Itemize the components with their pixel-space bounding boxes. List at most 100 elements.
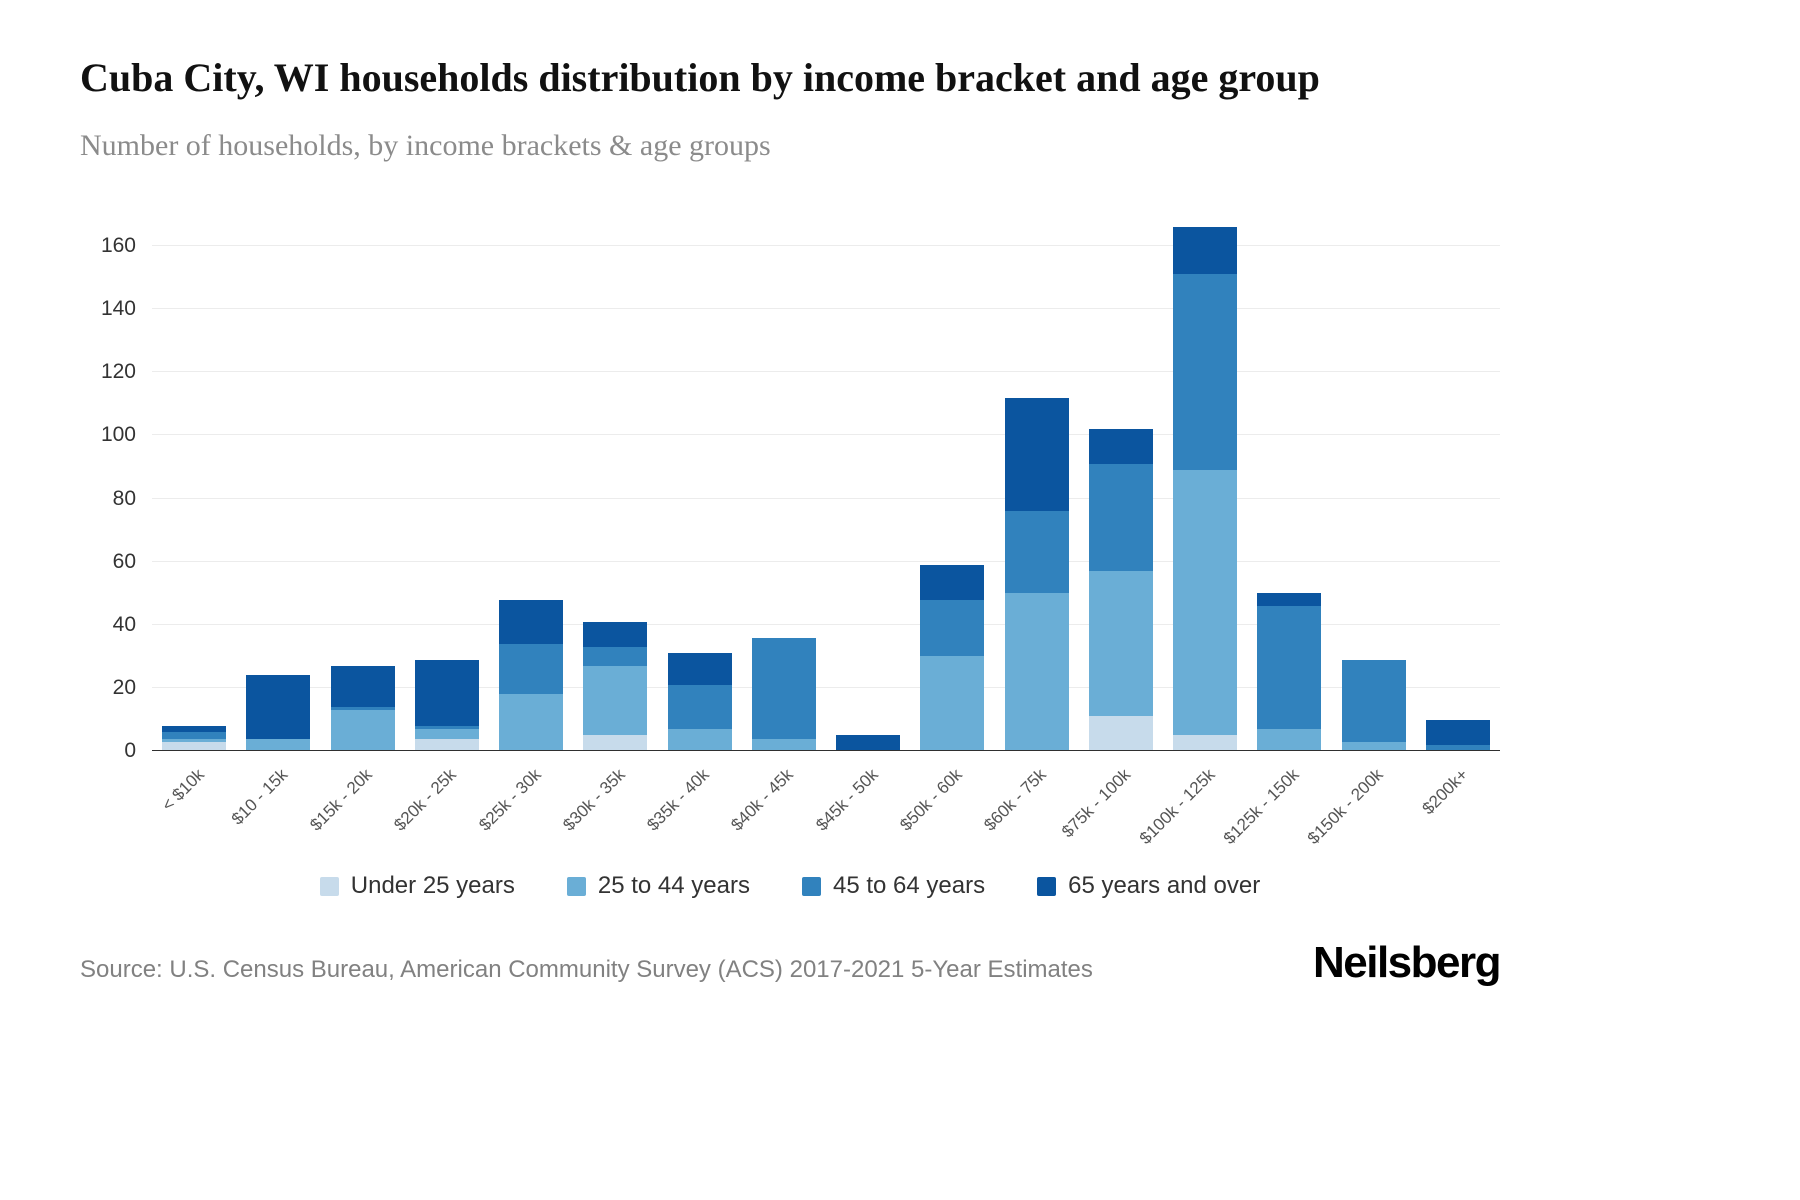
stacked-bar (920, 564, 985, 752)
legend-item[interactable]: 45 to 64 years (801, 872, 986, 900)
neilsberg-logo: Neilsberg (1312, 938, 1502, 988)
stacked-bar (246, 675, 311, 752)
stacked-bar (162, 725, 227, 752)
bar-column (742, 637, 826, 752)
bar-segment[interactable] (1004, 397, 1069, 512)
x-tick-label: $100k - 125k (1135, 765, 1219, 849)
bar-segment[interactable] (667, 729, 732, 752)
bar-segment[interactable] (667, 653, 732, 685)
bar-segment[interactable] (1173, 274, 1238, 471)
x-tick-label: $25k - 30k (474, 765, 545, 835)
legend-item[interactable]: 25 to 44 years (566, 872, 750, 900)
stacked-bar (583, 621, 648, 752)
bar-segment[interactable] (583, 647, 648, 666)
bar-segment[interactable] (1425, 744, 1490, 752)
x-tick-label: $10 - 15k (228, 765, 292, 829)
bar-segment[interactable] (414, 725, 479, 730)
bar-column (1163, 227, 1247, 752)
bar-segment[interactable] (1173, 735, 1238, 752)
bar-segment[interactable] (414, 659, 479, 726)
bar-segment[interactable] (414, 729, 479, 739)
bar-segment[interactable] (836, 735, 901, 752)
x-tick-label: $30k - 35k (559, 765, 629, 835)
bar-segment[interactable] (1004, 593, 1069, 752)
gridline (152, 434, 1500, 436)
bar-segment[interactable] (162, 725, 227, 733)
bar-segment[interactable] (1257, 593, 1322, 606)
legend-item[interactable]: Under 25 years (319, 872, 515, 900)
y-tick-label: 100 (100, 423, 136, 447)
bar-column (236, 675, 320, 752)
bar-segment[interactable] (920, 564, 985, 600)
bar-segment[interactable] (583, 665, 648, 736)
x-axis-labels: < $10k $10 - 15k $15k - 20k $20k - 25k $25k … (152, 751, 1500, 861)
stacked-bar (751, 637, 816, 752)
stacked-bar (1173, 227, 1238, 752)
bar-segment[interactable] (1257, 729, 1322, 752)
gridline (152, 497, 1500, 499)
bar-column (321, 665, 405, 752)
legend-label: Under 25 years (350, 872, 515, 900)
y-tick-label: 140 (100, 297, 136, 321)
plot-area: < $10k $10 - 15k $15k - 20k $20k - 25k $25k … (101, 211, 1500, 848)
stacked-bar (1425, 719, 1490, 752)
bar-segment[interactable] (499, 599, 564, 644)
bar-segment[interactable] (246, 738, 311, 752)
bar-segment[interactable] (330, 706, 395, 711)
legend-swatch-icon (319, 876, 339, 896)
x-tick-label: $150k - 200k (1304, 765, 1388, 849)
source-text: Source: U.S. Census Bureau, American Com… (80, 956, 1093, 984)
stacked-bar (330, 665, 395, 752)
x-axis-line (152, 750, 1500, 752)
bar-column (1247, 593, 1331, 752)
bar-segment[interactable] (1088, 716, 1153, 752)
x-tick-label: $50k - 60k (896, 765, 966, 835)
bar-segment[interactable] (1341, 659, 1406, 742)
bar-segment[interactable] (751, 637, 816, 739)
stacked-bar (1257, 593, 1322, 752)
bar-segment[interactable] (1088, 571, 1153, 717)
bar-segment[interactable] (667, 684, 732, 730)
bar-segment[interactable] (499, 694, 564, 752)
bar-segment[interactable] (920, 656, 985, 752)
y-tick-label: 40 (112, 612, 136, 636)
gridline (152, 560, 1500, 562)
x-tick-label: $125k - 150k (1219, 765, 1303, 849)
y-tick-label: 20 (112, 676, 136, 700)
bar-segment[interactable] (162, 741, 227, 752)
bar-segment[interactable] (1088, 429, 1153, 464)
bar-segment[interactable] (1173, 227, 1238, 275)
legend-swatch-icon (801, 876, 821, 896)
chart-page: Cuba City, WI households distribution by… (80, 0, 1502, 988)
legend-item[interactable]: 65 years and over (1037, 872, 1260, 900)
bar-segment[interactable] (246, 675, 311, 739)
legend-label: 45 to 64 years (832, 872, 986, 900)
y-tick-label: 120 (100, 360, 136, 384)
bar-segment[interactable] (1088, 463, 1153, 572)
gridline (152, 371, 1500, 373)
bar-segment[interactable] (499, 643, 564, 695)
bar-segment[interactable] (330, 665, 395, 707)
bar-segment[interactable] (162, 732, 227, 739)
bar-segment[interactable] (751, 738, 816, 752)
bar-segment[interactable] (414, 738, 479, 752)
bar-segment[interactable] (1425, 719, 1490, 745)
bars-row (152, 211, 1500, 752)
bar-segment[interactable] (1004, 511, 1069, 594)
stacked-bar (414, 659, 479, 752)
x-tick-label: $45k - 50k (811, 765, 882, 835)
bar-segment[interactable] (330, 710, 395, 752)
bar-segment[interactable] (1257, 605, 1322, 730)
stacked-bar (836, 735, 901, 752)
chart-title: Cuba City, WI households distribution by… (80, 55, 1320, 100)
bar-segment[interactable] (583, 735, 648, 752)
bar-segment[interactable] (583, 621, 648, 647)
bar-column (1332, 659, 1416, 752)
bar-segment[interactable] (1173, 470, 1238, 736)
bar-segment[interactable] (1341, 741, 1406, 752)
bar-segment[interactable] (162, 738, 227, 742)
stacked-bar (1341, 659, 1406, 752)
legend-label: 25 to 44 years (597, 872, 750, 900)
bar-column (1416, 719, 1500, 752)
bar-segment[interactable] (920, 599, 985, 657)
